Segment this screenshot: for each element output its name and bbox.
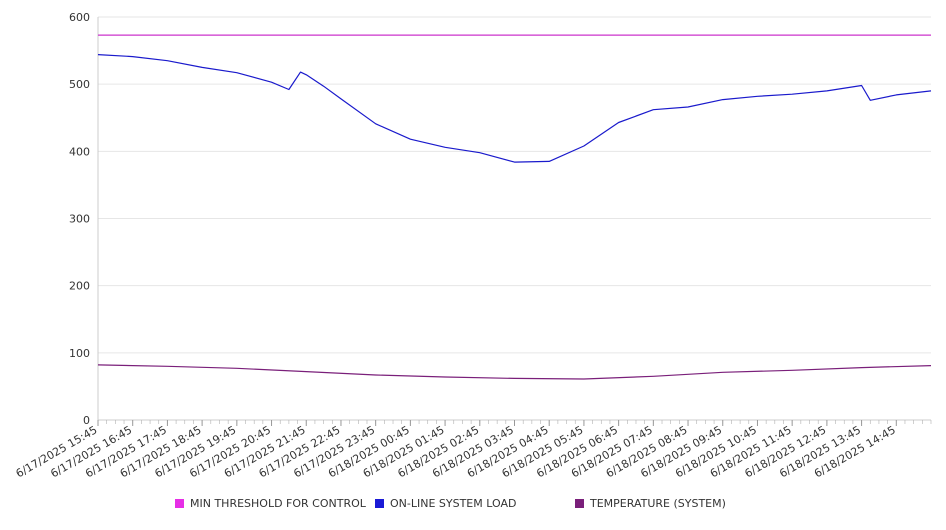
y-tick-label-600: 600 bbox=[69, 11, 90, 24]
legend: MIN THRESHOLD FOR CONTROL ON-LINE SYSTEM… bbox=[0, 497, 946, 515]
series-lines bbox=[97, 34, 932, 380]
grid-lines bbox=[98, 16, 931, 354]
legend-item-min-threshold[interactable]: MIN THRESHOLD FOR CONTROL bbox=[175, 497, 366, 510]
legend-label-temperature: TEMPERATURE (SYSTEM) bbox=[590, 497, 726, 510]
legend-swatch-system-load bbox=[375, 499, 384, 508]
axes bbox=[97, 17, 932, 424]
y-tick-label-500: 500 bbox=[69, 78, 90, 91]
series-line-2 bbox=[97, 364, 932, 380]
legend-label-min-threshold: MIN THRESHOLD FOR CONTROL bbox=[190, 497, 366, 510]
y-tick-label-200: 200 bbox=[69, 280, 90, 293]
series-line-1 bbox=[97, 54, 932, 163]
legend-swatch-min-threshold bbox=[175, 499, 184, 508]
legend-swatch-temperature bbox=[575, 499, 584, 508]
y-axis-ticks: 0 100 200 300 400 500 600 bbox=[69, 11, 90, 427]
y-tick-label-100: 100 bbox=[69, 347, 90, 360]
y-tick-label-300: 300 bbox=[69, 213, 90, 226]
y-tick-label-400: 400 bbox=[69, 145, 90, 158]
y-tick-label-0: 0 bbox=[83, 414, 90, 427]
legend-item-system-load[interactable]: ON-LINE SYSTEM LOAD bbox=[375, 497, 516, 510]
legend-item-temperature[interactable]: TEMPERATURE (SYSTEM) bbox=[575, 497, 726, 510]
legend-label-system-load: ON-LINE SYSTEM LOAD bbox=[390, 497, 517, 510]
x-axis-ticks: 6/17/2025 15:456/17/2025 16:456/17/2025 … bbox=[14, 420, 898, 480]
